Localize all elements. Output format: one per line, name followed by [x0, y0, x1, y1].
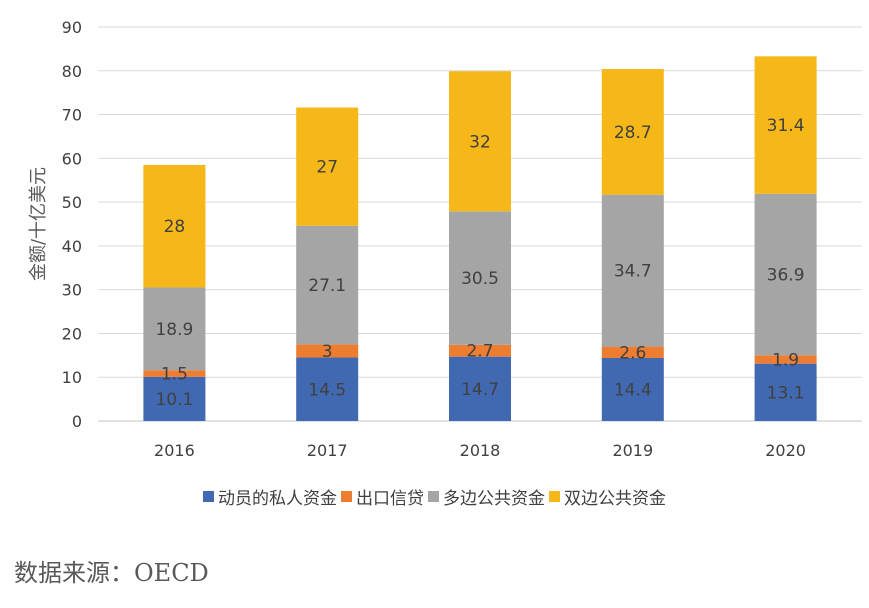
stacked-bar-chart: 0 10 20 30 40 50 60 70 80 90 10.1 1.5 18.9 28 14.5 3 27… — [28, 18, 862, 460]
bar-segment — [449, 344, 511, 357]
bar-segment — [143, 376, 206, 421]
bar-segment — [754, 193, 817, 356]
y-tick-label: 80 — [62, 62, 82, 81]
x-tick-label: 2019 — [612, 441, 653, 460]
data-label: 10.1 — [155, 390, 193, 410]
legend-item: 多边公共资金 — [428, 484, 545, 509]
bar-segment — [296, 344, 359, 358]
bar-segment — [754, 363, 817, 421]
bar-segment — [601, 194, 664, 347]
legend-item: 出口信贷 — [341, 484, 424, 509]
legend-label: 动员的私人资金 — [218, 489, 337, 509]
data-label: 3 — [322, 342, 333, 362]
bar-segment — [296, 225, 359, 345]
legend-swatch — [549, 491, 560, 502]
data-label: 34.7 — [614, 262, 652, 282]
legend: 动员的私人资金 出口信贷 多边公共资金 双边公共资金 — [0, 484, 869, 509]
legend-swatch — [341, 491, 352, 502]
bar-segment — [601, 346, 664, 358]
y-tick-label: 20 — [62, 324, 82, 343]
legend-label: 双边公共资金 — [564, 489, 666, 509]
y-axis-label: 金额/十亿美元 — [28, 167, 49, 281]
bar-segment — [449, 356, 511, 421]
legend-swatch — [203, 491, 214, 502]
bar-segment — [449, 71, 511, 212]
y-tick-label: 30 — [62, 281, 82, 300]
y-tick-label: 0 — [72, 412, 82, 431]
data-label: 18.9 — [155, 320, 193, 340]
bar-segment — [601, 357, 664, 421]
y-tick-label: 70 — [62, 106, 82, 125]
bar-segment — [296, 357, 359, 421]
bar-segment — [601, 69, 664, 195]
data-label: 36.9 — [767, 266, 805, 286]
x-tick-label: 2017 — [307, 441, 348, 460]
data-label: 28.7 — [614, 123, 652, 143]
x-tick-label: 2020 — [765, 441, 806, 460]
y-axis-ticks: 0 10 20 30 40 50 60 70 80 90 — [62, 18, 82, 431]
legend-label: 出口信贷 — [356, 489, 424, 509]
data-label: 32 — [469, 132, 491, 152]
data-label: 2.7 — [466, 342, 493, 362]
bars — [143, 56, 817, 421]
data-label: 14.4 — [614, 380, 652, 400]
legend-item: 动员的私人资金 — [203, 484, 337, 509]
y-tick-label: 60 — [62, 149, 82, 168]
y-tick-label: 50 — [62, 193, 82, 212]
y-tick-label: 40 — [62, 237, 82, 256]
data-label: 1.9 — [772, 350, 799, 370]
legend-item: 双边公共资金 — [549, 484, 666, 509]
data-label: 13.1 — [767, 383, 805, 403]
data-label: 14.5 — [308, 380, 346, 400]
y-tick-label: 10 — [62, 368, 82, 387]
legend-label: 多边公共资金 — [443, 489, 545, 509]
data-label: 28 — [164, 217, 186, 237]
data-label: 27.1 — [308, 276, 346, 296]
bar-segment — [143, 370, 206, 377]
bar-segment — [754, 56, 817, 194]
bar-segment — [449, 211, 511, 345]
data-labels: 10.1 1.5 18.9 28 14.5 3 27.1 27 14.7 2.7 30.5 32 14.… — [155, 116, 804, 410]
bar-segment — [296, 107, 359, 226]
data-label: 2.6 — [619, 343, 646, 363]
bar-segment — [143, 164, 206, 288]
data-label: 30.5 — [461, 269, 499, 289]
legend-swatch — [428, 491, 439, 502]
data-label: 14.7 — [461, 380, 499, 400]
bar-segment — [143, 287, 206, 371]
x-tick-label: 2016 — [154, 441, 195, 460]
x-axis-ticks: 2016 2017 2018 2019 2020 — [154, 441, 806, 460]
data-label: 27 — [316, 158, 338, 178]
x-tick-label: 2018 — [460, 441, 501, 460]
source-note: 数据来源：OECD — [14, 559, 209, 587]
y-tick-label: 90 — [62, 18, 82, 37]
bar-segment — [754, 355, 817, 364]
data-label: 31.4 — [767, 116, 805, 136]
data-label: 1.5 — [161, 365, 188, 385]
